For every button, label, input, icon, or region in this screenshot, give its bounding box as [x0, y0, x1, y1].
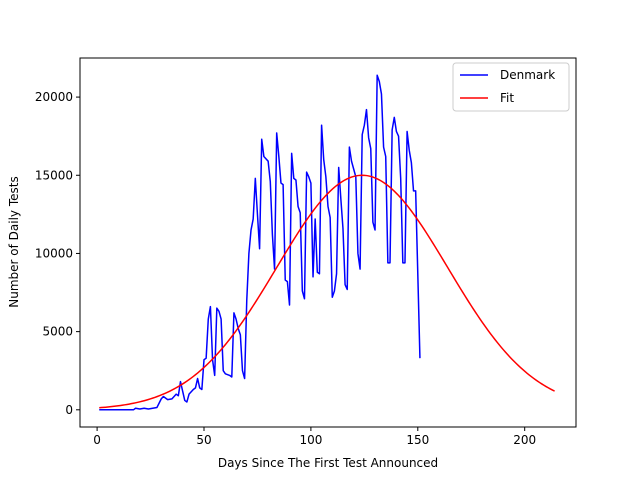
series-layer [99, 74, 555, 411]
x-tick-label: 200 [513, 433, 536, 447]
y-tick-label: 10000 [35, 246, 73, 260]
axes-frame [79, 57, 577, 428]
legend: Denmark Fit [452, 62, 570, 112]
x-axis: 0 50 100 150 200 [93, 427, 536, 447]
legend-label-fit: Fit [500, 91, 514, 105]
x-axis-label: Days Since The First Test Announced [218, 456, 438, 470]
y-tick-label: 20000 [35, 90, 73, 104]
x-tick-label: 100 [299, 433, 322, 447]
y-tick-label: 0 [65, 403, 73, 417]
series-line-denmark [99, 74, 421, 411]
legend-label-denmark: Denmark [500, 68, 555, 82]
x-tick-label: 50 [196, 433, 211, 447]
y-tick-label: 15000 [35, 168, 73, 182]
x-tick-label: 0 [93, 433, 101, 447]
x-tick-label: 150 [406, 433, 429, 447]
y-axis-label: Number of Daily Tests [7, 176, 21, 307]
y-tick-label: 5000 [42, 325, 73, 339]
y-axis: 0 5000 10000 15000 20000 [35, 90, 80, 417]
series-line-fit [99, 174, 555, 409]
